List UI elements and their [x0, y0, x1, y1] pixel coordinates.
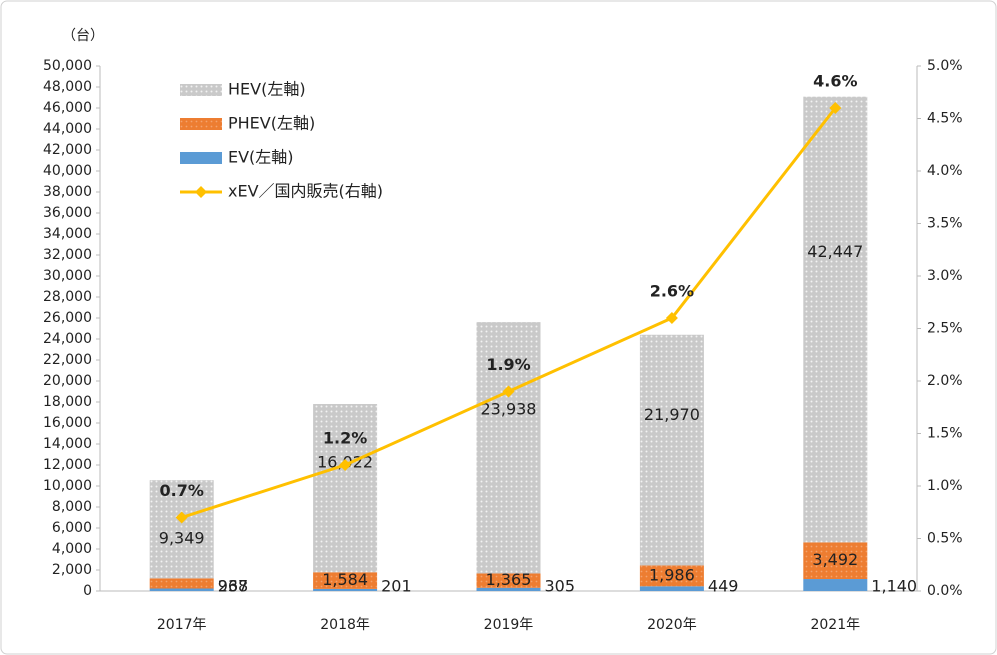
y2-tick-label: 0.5%: [927, 531, 963, 547]
data-label: 201: [381, 577, 412, 596]
x-tick-label: 2019年: [484, 617, 534, 633]
x-tick-label: 2020年: [647, 617, 697, 633]
y-tick-label: 48,000: [43, 79, 92, 95]
line-marker: [665, 312, 678, 324]
bar-segment: [639, 565, 704, 587]
line-label: 4.6%: [813, 72, 857, 91]
y2-tick-label: 2.5%: [927, 321, 963, 337]
data-label: 237: [218, 577, 249, 596]
y2-tick-label: 0.0%: [927, 583, 963, 599]
bar-segment: [476, 573, 541, 588]
bar-segment: [803, 542, 868, 580]
bar-segment: [803, 96, 868, 543]
bar-segment: [803, 579, 868, 591]
y-tick-label: 10,000: [43, 478, 92, 494]
bar-segment: [313, 588, 378, 591]
legend-label: PHEV(左軸): [228, 114, 315, 133]
data-label: 449: [708, 577, 739, 596]
y-tick-label: 18,000: [43, 394, 92, 410]
y2-tick-label: 3.5%: [927, 216, 963, 232]
x-tick-label: 2017年: [157, 617, 207, 633]
bar-segment: [149, 480, 214, 579]
y-tick-label: 14,000: [43, 436, 92, 452]
bar-segment: [313, 572, 378, 589]
legend-swatch: [180, 84, 222, 96]
y2-tick-label: 2.0%: [927, 373, 963, 389]
y-tick-label: 20,000: [43, 373, 92, 389]
data-label: 305: [545, 577, 576, 596]
line-label: 1.2%: [323, 429, 367, 448]
y-tick-label: 38,000: [43, 184, 92, 200]
y-tick-label: 0: [83, 583, 92, 599]
y-tick-label: 46,000: [43, 100, 92, 116]
data-label: 1,365: [486, 570, 532, 589]
y-tick-label: 34,000: [43, 226, 92, 242]
line-label: 1.9%: [486, 355, 530, 374]
x-tick-label: 2021年: [810, 617, 860, 633]
data-label: 1,140: [871, 577, 917, 596]
bar-segment: [313, 404, 378, 573]
legend-label: HEV(左軸): [228, 80, 306, 99]
y-tick-label: 24,000: [43, 331, 92, 347]
bar-segment: [149, 588, 214, 591]
y2-tick-label: 1.5%: [927, 426, 963, 442]
line-marker: [502, 385, 515, 398]
y-tick-label: 26,000: [43, 310, 92, 326]
y2-tick-label: 5.0%: [927, 58, 963, 74]
y-tick-label: 4,000: [52, 541, 92, 557]
legend-swatch: [180, 152, 222, 164]
y-tick-label: 8,000: [52, 499, 92, 515]
y2-tick-label: 1.0%: [927, 478, 963, 494]
y-axis-label: （台）: [62, 28, 104, 44]
data-label: 9,349: [159, 529, 205, 548]
y2-tick-label: 3.0%: [927, 268, 963, 284]
y-tick-label: 6,000: [52, 520, 92, 536]
line-marker: [829, 102, 842, 114]
data-label: 21,970: [644, 405, 700, 424]
legend-label: EV(左軸): [228, 148, 294, 167]
y2-tick-label: 4.0%: [927, 163, 963, 179]
line-marker: [339, 459, 352, 471]
y-tick-label: 12,000: [43, 457, 92, 473]
bar-segment: [639, 586, 704, 591]
data-label: 3,492: [812, 550, 858, 569]
y-tick-label: 50,000: [43, 58, 92, 74]
line-marker: [175, 511, 188, 524]
bar-segment: [639, 334, 704, 566]
data-label: 23,938: [481, 400, 537, 419]
line-label: 2.6%: [650, 282, 694, 301]
x-tick-label: 2018年: [320, 617, 370, 633]
legend-label: xEV／国内販売(右軸): [228, 182, 383, 201]
bar-segment: [476, 587, 541, 591]
bar-segment: [476, 322, 541, 574]
y-tick-label: 42,000: [43, 142, 92, 158]
bar-segment: [149, 578, 214, 589]
data-label: 1,986: [649, 565, 695, 584]
y-tick-label: 16,000: [43, 415, 92, 431]
y-tick-label: 2,000: [52, 562, 92, 578]
y-tick-label: 28,000: [43, 289, 92, 305]
line-label: 0.7%: [160, 481, 204, 500]
y-tick-label: 22,000: [43, 352, 92, 368]
y-tick-label: 32,000: [43, 247, 92, 263]
y-tick-label: 30,000: [43, 268, 92, 284]
legend-swatch: [180, 118, 222, 130]
data-label: 968: [218, 577, 249, 596]
y-tick-label: 44,000: [43, 121, 92, 137]
data-label: 42,447: [807, 242, 863, 261]
y-tick-label: 40,000: [43, 163, 92, 179]
legend-marker: [195, 186, 207, 198]
y-tick-label: 36,000: [43, 205, 92, 221]
y2-tick-label: 4.5%: [927, 111, 963, 127]
data-label: 1,584: [322, 570, 368, 589]
